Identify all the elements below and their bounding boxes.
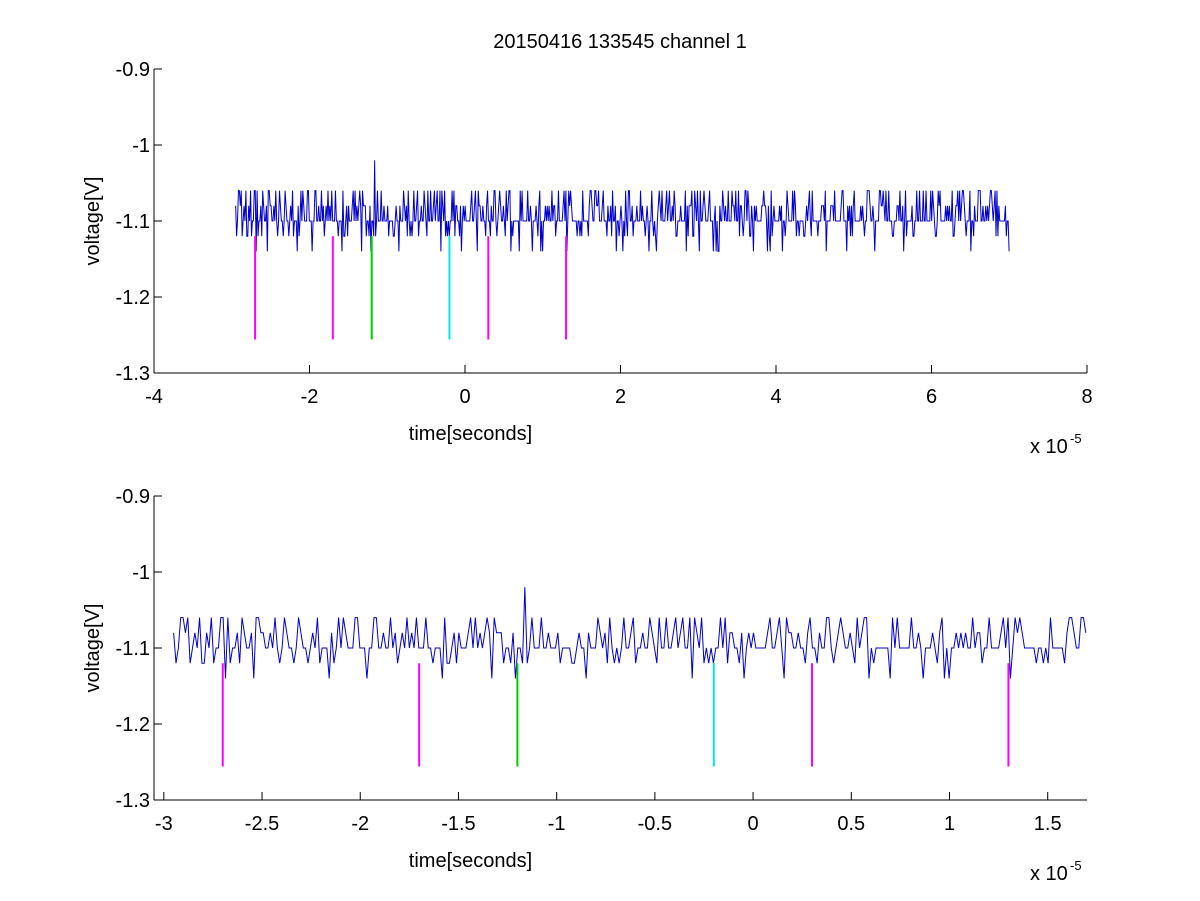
- x-axis-label: time[seconds]: [409, 850, 532, 872]
- y-tick-label: -1.1: [116, 211, 150, 233]
- x-tick-label: -3: [155, 813, 173, 835]
- x-tick-label: 2: [615, 386, 626, 408]
- x-exponent-label: x 10: [1030, 863, 1068, 885]
- x-tick-label: -4: [145, 386, 163, 408]
- x-tick-label: -2.5: [245, 813, 279, 835]
- y-axis-label: voltage[V]: [82, 177, 104, 266]
- x-tick-label: 0: [459, 386, 470, 408]
- x-tick-label: 6: [926, 386, 937, 408]
- bottom-subplot: -3 -2.5 -2 -1.5 -1 -0.5 0 0.5 1 1.5 -1.3 -1.2 -1.1 -1…: [82, 486, 1087, 885]
- y-tick-label: -1.3: [116, 790, 150, 812]
- x-tick-label: -2: [351, 813, 369, 835]
- y-tick-label: -1.2: [116, 287, 150, 309]
- top-subplot: -4 -2 0 2 4 6 8 -1.3 -1.2 -1.1 -1 -0.9 time[seconds]…: [82, 59, 1093, 458]
- x-tick-label: 4: [770, 386, 781, 408]
- x-tick-label: -2: [301, 386, 319, 408]
- figure-title: 20150416 133545 channel 1: [493, 31, 747, 53]
- signal-series-line: [235, 160, 1010, 252]
- x-axis-label: time[seconds]: [409, 423, 532, 445]
- y-tick-label: -0.9: [116, 59, 150, 81]
- x-tick-label: -1.5: [441, 813, 475, 835]
- y-tick-label: -1: [132, 562, 150, 584]
- x-tick-label: 0: [748, 813, 759, 835]
- x-exponent-label: x 10: [1030, 436, 1068, 458]
- y-tick-label: -1.3: [116, 363, 150, 385]
- x-tick-label: 1.5: [1034, 813, 1062, 835]
- x-tick-label: -0.5: [638, 813, 672, 835]
- x-tick-label: 0.5: [837, 813, 865, 835]
- x-tick-label: 8: [1081, 386, 1092, 408]
- x-tick-label: -1: [548, 813, 566, 835]
- y-tick-label: -1: [132, 135, 150, 157]
- y-tick-label: -1.2: [116, 714, 150, 736]
- y-axis-label: voltage[V]: [82, 604, 104, 693]
- x-exponent-power: -5: [1070, 431, 1082, 446]
- signal-series-line: [173, 587, 1087, 679]
- y-tick-label: -0.9: [116, 486, 150, 508]
- x-tick-label: 1: [944, 813, 955, 835]
- x-exponent-power: -5: [1070, 858, 1082, 873]
- y-tick-label: -1.1: [116, 638, 150, 660]
